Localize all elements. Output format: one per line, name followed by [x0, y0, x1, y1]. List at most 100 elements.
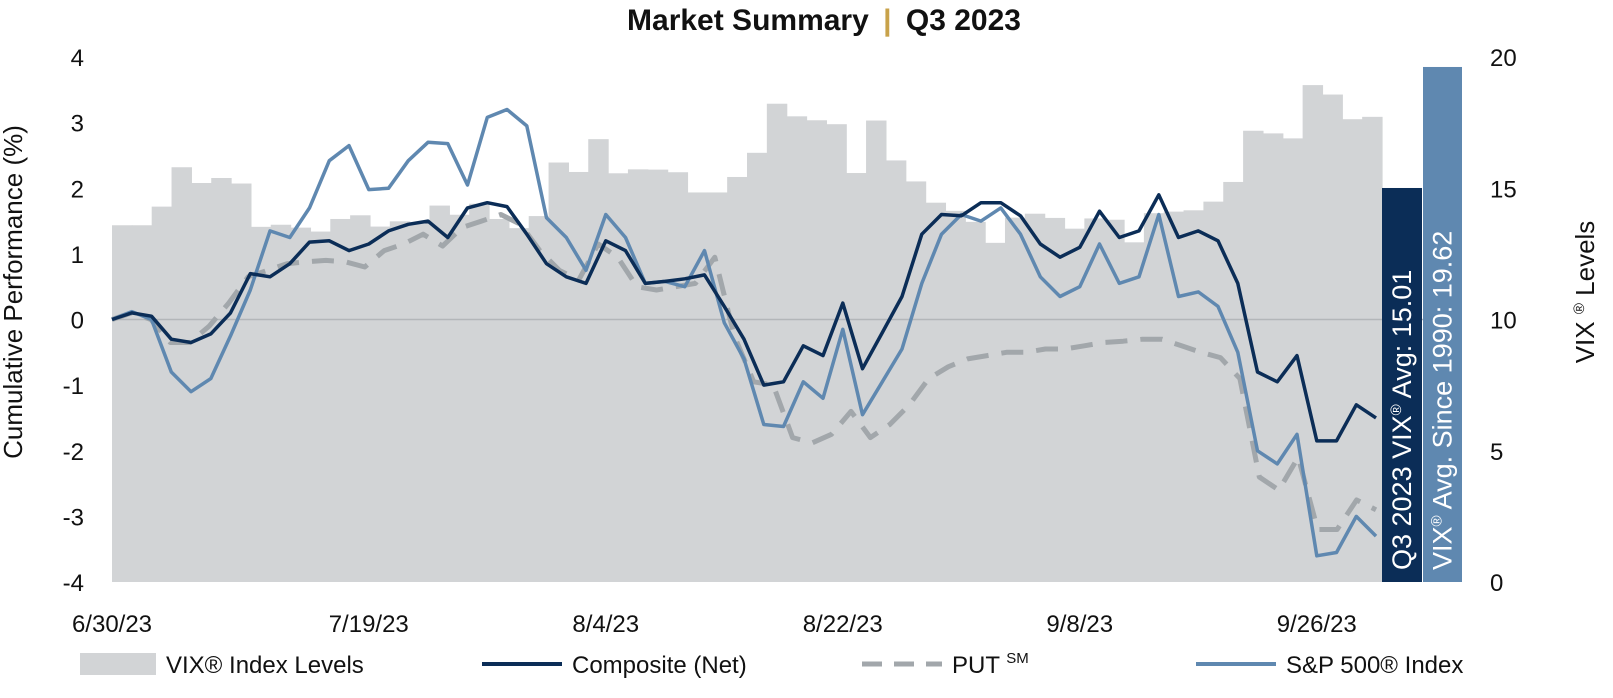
- vix-bar: [548, 162, 570, 582]
- title-separator: |: [883, 4, 891, 37]
- vix-bar: [707, 192, 728, 582]
- x-tick-label: 7/19/23: [329, 611, 409, 638]
- vix-bar: [1322, 94, 1343, 582]
- series-lines: [111, 107, 1378, 558]
- vix-bar: [389, 221, 411, 582]
- sp500-line: [111, 107, 1378, 558]
- vix-bar: [608, 173, 629, 582]
- x-tick-label: 6/30/23: [72, 611, 152, 638]
- avg-label-sup: ®: [1429, 515, 1446, 526]
- x-tick-label: 9/26/23: [1277, 611, 1357, 638]
- x-tick-label: 9/8/23: [1046, 611, 1113, 638]
- right-axis-label-sup: ®: [1571, 303, 1588, 314]
- vix-bar: [866, 120, 887, 583]
- left-axis-ticks: -4 -3 -2 -1 0 1 2 3 4: [63, 45, 84, 597]
- left-tick-label: -1: [63, 373, 84, 400]
- vix-bar: [1044, 217, 1066, 582]
- vix-bar: [1183, 210, 1205, 583]
- vix-bar: [1024, 213, 1046, 582]
- chart-title: Market Summary | Q3 2023: [627, 4, 1021, 37]
- avg-label-main: VIX: [1428, 526, 1458, 570]
- left-tick-label: 1: [71, 242, 84, 269]
- vix-bars: [112, 85, 1383, 583]
- vix-bar: [588, 139, 609, 582]
- legend-label-put-main: PUT: [952, 652, 1000, 679]
- vix-bar: [290, 227, 312, 582]
- vix-bar: [925, 202, 947, 582]
- left-axis-label: Cumulative Performance (%): [0, 125, 28, 459]
- left-tick-label: -4: [63, 570, 84, 597]
- left-tick-label: 2: [71, 176, 84, 203]
- q3-avg-label: Q3 2023 VIX® Avg: 15.01: [1387, 270, 1417, 570]
- vix-bar: [310, 231, 331, 582]
- left-tick-label: -3: [63, 504, 84, 531]
- left-tick-label: 0: [71, 308, 84, 335]
- legend-swatch-vix: [80, 653, 156, 675]
- svg-text:Market Summary | Q: Market Summary | Q3 2023: [627, 4, 1021, 37]
- q3-avg-bar: [1382, 187, 1422, 583]
- vix-bar: [508, 228, 530, 582]
- vix-bar: [171, 167, 192, 582]
- vix-bar: [131, 225, 153, 582]
- vix-bar: [905, 181, 927, 583]
- vix-bar: [369, 226, 391, 582]
- right-tick-label: 10: [1490, 308, 1517, 335]
- since-1990-avg-label: VIX® Avg. Since 1990: 19.62: [1428, 231, 1458, 570]
- vix-bar: [528, 216, 550, 582]
- legend-label-sp500: S&P 500® Index: [1286, 652, 1463, 679]
- vix-bar: [568, 171, 589, 582]
- vix-bar: [1143, 213, 1165, 582]
- vix-bar: [270, 224, 292, 583]
- legend: VIX® Index Levels Composite (Net) PUT SM…: [80, 650, 1463, 679]
- vix-bar: [330, 218, 351, 582]
- vix-bar: [647, 169, 669, 583]
- title-left: Market Summary: [627, 4, 869, 37]
- vix-bar: [350, 215, 371, 582]
- vix-bar: [667, 172, 689, 583]
- vix-bar: [1104, 219, 1125, 582]
- vix-bar: [786, 116, 808, 582]
- vix-bar: [627, 169, 649, 582]
- legend-label-put: PUT SM: [952, 650, 1029, 679]
- left-tick-label: 3: [71, 111, 84, 138]
- title-right: Q3 2023: [906, 4, 1021, 37]
- avg-label-sup: ®: [1388, 404, 1405, 415]
- vix-bar: [985, 242, 1006, 582]
- legend-label-composite: Composite (Net): [572, 652, 747, 679]
- left-tick-label: 4: [71, 45, 84, 72]
- x-tick-label: 8/22/23: [803, 611, 883, 638]
- vix-bar: [1163, 211, 1185, 583]
- vix-bar: [965, 221, 986, 582]
- vix-bar: [1004, 217, 1026, 582]
- x-axis-ticks: 6/30/23 7/19/23 8/4/23 8/22/23 9/8/23 9/26/23: [72, 611, 1357, 638]
- vix-bar: [1262, 133, 1284, 582]
- left-tick-label: -2: [63, 439, 84, 466]
- vix-bar: [449, 214, 470, 582]
- vix-bar: [1362, 116, 1383, 582]
- vix-bar: [1124, 242, 1145, 582]
- right-axis-label-rest: Levels: [1570, 221, 1600, 296]
- right-axis-label: VIX ® Levels: [1560, 221, 1600, 364]
- x-tick-label: 8/4/23: [572, 611, 639, 638]
- vix-bar: [885, 160, 907, 583]
- vix-bar: [112, 225, 133, 582]
- vix-bar: [231, 183, 252, 582]
- vix-bar: [489, 218, 510, 582]
- vix-bar: [191, 183, 212, 582]
- vix-bar: [151, 206, 173, 582]
- vix-bar: [429, 205, 450, 582]
- vix-bar: [766, 103, 788, 582]
- right-tick-label: 0: [1490, 570, 1503, 597]
- right-axis-label-main: VIX: [1570, 321, 1600, 363]
- vix-bar: [211, 178, 232, 582]
- composite-line: [111, 193, 1377, 443]
- right-tick-label: 15: [1490, 176, 1517, 203]
- avg-label-main: Q3 2023 VIX: [1387, 415, 1417, 570]
- vix-bar: [687, 192, 708, 582]
- vix-bar: [727, 176, 748, 582]
- avg-label-rest: Avg. Since 1990: 19.62: [1428, 231, 1458, 516]
- vix-bar: [1203, 201, 1224, 582]
- vix-bar: [250, 226, 272, 582]
